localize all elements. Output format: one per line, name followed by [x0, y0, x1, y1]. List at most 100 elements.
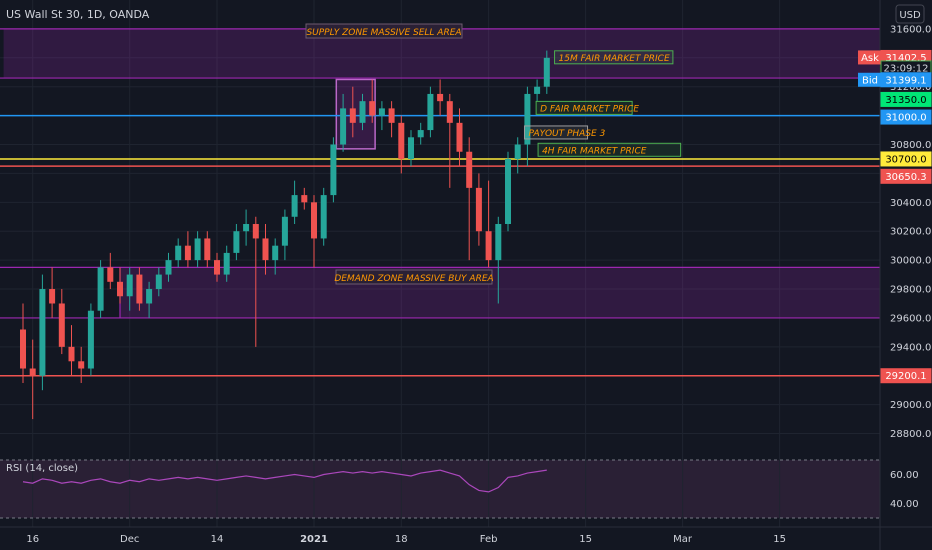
candle [58, 289, 65, 355]
candle [184, 231, 191, 268]
candle-body [39, 289, 46, 376]
candle [320, 187, 327, 246]
candle [369, 79, 376, 123]
label-d-fair-market-price: D FAIR MARKET PRICE [540, 104, 639, 114]
candle [437, 79, 444, 116]
candle-body [223, 252, 230, 275]
candle [204, 231, 211, 268]
candle [233, 224, 240, 261]
annotations-layer: SUPPLY ZONE MASSIVE SELL AREA DEMAND ZONE… [305, 23, 682, 285]
currency-button[interactable] [895, 4, 925, 24]
candle [146, 281, 153, 318]
candle-body [311, 202, 317, 239]
candle [243, 209, 250, 246]
candle [194, 231, 201, 268]
rsi-pane-background [0, 460, 880, 518]
price-tick-label: 29600.0 [890, 313, 931, 324]
candle-body [272, 245, 279, 261]
tag-countdown: 23:09:12 [884, 63, 929, 74]
candle-body [398, 122, 405, 159]
candle [281, 209, 288, 261]
candle-body [204, 238, 211, 261]
label-15m-fair-market-price: 15M FAIR MARKET PRICE [559, 54, 670, 64]
candle [505, 151, 511, 232]
candle-body [252, 224, 259, 239]
candle [252, 216, 259, 347]
time-tick-label: 16 [26, 534, 39, 545]
tag-30650: 30650.3 [885, 172, 926, 183]
tag-31000-bg [880, 109, 932, 125]
candle-body [291, 195, 298, 217]
supply-zone-label-box [305, 23, 463, 39]
candle-body [475, 187, 482, 232]
candle-body [262, 238, 269, 261]
price-tick-label: 29000.0 [890, 400, 931, 411]
price-tags: Ask 31402.523:09:12 Bid 31399.1 31350.0 31000… [858, 49, 932, 384]
candle-body [378, 108, 385, 116]
supply-zone-label: SUPPLY ZONE MASSIVE SELL AREA [306, 28, 461, 38]
candle [349, 86, 356, 138]
tag-29200: 29200.1 [885, 371, 926, 382]
candle-body [437, 93, 444, 102]
rsi-tick-label: 60.00 [890, 470, 919, 481]
tag-29200-bg [880, 368, 932, 384]
label-payout-phase-3-box [523, 125, 589, 140]
candle-body [49, 289, 56, 304]
candle [126, 267, 133, 311]
candle [456, 108, 463, 167]
candle-body [446, 101, 453, 123]
candle [388, 101, 395, 138]
candle [514, 137, 521, 174]
candle-body [369, 101, 376, 116]
candle [223, 245, 230, 282]
candle-body [20, 329, 26, 369]
candle-body [68, 346, 75, 362]
candle [262, 224, 269, 275]
candle-body [107, 267, 114, 282]
candle-body [330, 144, 337, 196]
candle-body [281, 216, 288, 246]
tag-30700: 30700.0 [885, 154, 926, 165]
candle [272, 238, 279, 275]
demand-zone-label: DEMAND ZONE MASSIVE BUY AREA [334, 274, 493, 284]
candle [534, 79, 541, 102]
candle-body [514, 144, 521, 159]
candle-body [146, 289, 153, 304]
tag-ask: 31402.5 [885, 53, 926, 64]
candle [49, 267, 56, 318]
candle [87, 303, 94, 376]
candle [175, 238, 182, 268]
candle-body [117, 281, 123, 297]
rsi-line [22, 469, 547, 493]
candle-body [126, 274, 133, 297]
candle-body [29, 368, 36, 376]
candle-body [466, 151, 473, 188]
tag-31350: 31350.0 [885, 95, 926, 106]
candle [39, 274, 46, 391]
tag-ask-prefix-bg [858, 50, 882, 65]
price-tick-label: 30200.0 [890, 227, 931, 238]
candle [97, 260, 104, 318]
time-tick-label: Mar [673, 534, 693, 545]
candle-body [524, 93, 531, 145]
candle [214, 252, 220, 282]
symbol-title[interactable]: US Wall St 30, 1D, OANDA [6, 8, 150, 21]
tag-bid-prefix-bg [858, 72, 882, 87]
time-tick-label: 14 [211, 534, 224, 545]
time-tick-label: 2021 [300, 534, 328, 545]
tag-30650-bg [880, 168, 932, 184]
candle [359, 93, 366, 131]
candle-body [78, 361, 85, 369]
candles-layer [20, 50, 550, 420]
rsi-label: RSI (14, close) [6, 463, 78, 474]
demand-zone [120, 267, 880, 318]
candle [301, 187, 308, 210]
candle [495, 216, 502, 304]
candle-body [427, 93, 434, 131]
time-axis[interactable]: 16 Dec 14 2021 18 Feb 15 Mar 15 [26, 534, 786, 545]
candle [291, 180, 298, 224]
price-tick-label: 28800.0 [890, 429, 931, 440]
candle [340, 93, 347, 152]
